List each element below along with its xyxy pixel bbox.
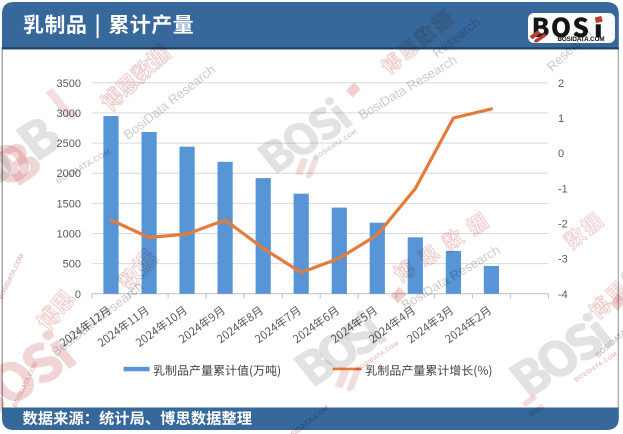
svg-text:-2: -2	[558, 219, 568, 231]
svg-text:500: 500	[63, 259, 81, 271]
svg-text:-3: -3	[558, 254, 568, 266]
svg-text:2000: 2000	[57, 168, 81, 180]
svg-text:-4: -4	[558, 289, 568, 301]
svg-text:0: 0	[558, 148, 564, 160]
svg-text:0: 0	[75, 289, 81, 301]
svg-text:1500: 1500	[57, 198, 81, 210]
svg-text:-1: -1	[558, 183, 568, 195]
svg-text:BOSIDATA.COM: BOSIDATA.COM	[558, 36, 605, 43]
svg-text:1: 1	[558, 113, 564, 125]
svg-text:1000: 1000	[57, 229, 81, 241]
svg-text:2500: 2500	[57, 138, 81, 150]
svg-text:3500: 3500	[57, 78, 81, 90]
svg-text:2: 2	[558, 78, 564, 90]
